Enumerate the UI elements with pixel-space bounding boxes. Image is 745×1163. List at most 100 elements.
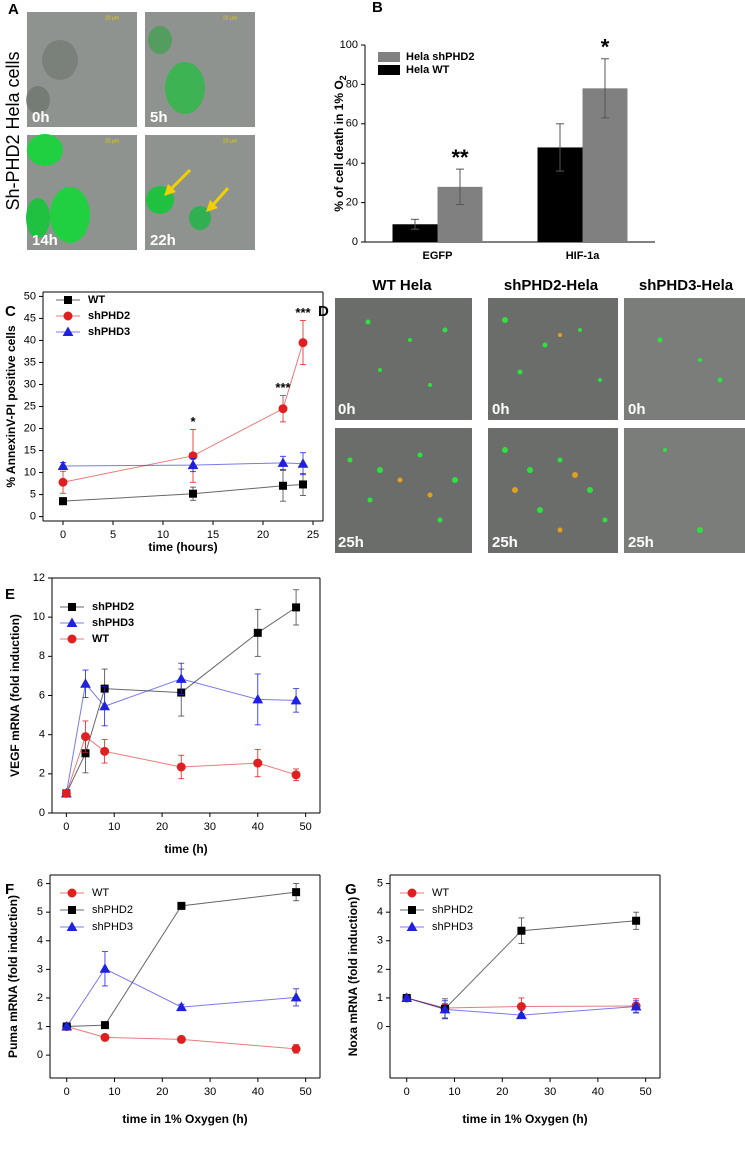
series-line [66, 891, 297, 1028]
cell [42, 40, 78, 80]
cell [148, 26, 172, 54]
series-line [62, 462, 304, 467]
y-tick-label: 35 [24, 356, 36, 368]
series-line [65, 606, 297, 794]
time-label: 25h [628, 534, 654, 551]
x-tick-label: HIF-1a [566, 250, 601, 262]
data-point [516, 1002, 526, 1012]
column-header: shPHD2-Hela [504, 277, 599, 294]
y-axis-label-text: VEGF mRNA (fold induction) [8, 614, 22, 777]
y-tick-label: 45 [24, 312, 36, 324]
data-point [175, 673, 187, 683]
x-tick-label: 40 [252, 1086, 264, 1098]
arrow [210, 187, 230, 207]
legend-label: shPHD3 [92, 921, 133, 933]
y-tick-label: 12 [33, 572, 45, 584]
time-label: 0h [338, 401, 356, 418]
y-axis-label: % AnnexinV-PI positive cells [4, 325, 18, 488]
y-tick-label: 2 [377, 963, 383, 975]
data-point [290, 991, 302, 1002]
y-tick-label: 4 [39, 729, 45, 741]
legend-label: Hela shPHD2 [406, 51, 474, 63]
data-point [176, 1034, 186, 1044]
y-tick-label: 5 [30, 488, 36, 500]
x-tick-label: 30 [204, 821, 216, 833]
y-axis-label-text: Puma mRNA (fold induction) [6, 895, 20, 1058]
legend-marker [67, 634, 77, 644]
data-point [59, 497, 67, 506]
legend-label: shPHD3 [432, 921, 473, 933]
y-axis-label: Noxa mRNA (fold induction) [346, 897, 360, 1057]
x-tick-label: 40 [592, 1086, 604, 1098]
data-point [61, 1021, 73, 1031]
annotation: * [190, 414, 196, 429]
data-point [291, 1044, 301, 1054]
micrograph [488, 428, 618, 553]
x-axis-label: time in 1% Oxygen (h) [122, 1112, 247, 1126]
y-axis-label-text: % AnnexinV-PI positive cells [4, 325, 18, 488]
legend-label: WT [92, 633, 109, 645]
legend-marker [66, 617, 78, 627]
data-point [58, 477, 68, 487]
y-tick-label: 5 [37, 906, 43, 918]
x-tick-label: 50 [300, 821, 312, 833]
panel-label: C [5, 303, 16, 320]
y-tick-label: 0 [39, 807, 45, 819]
legend-label: shPHD2 [432, 904, 473, 916]
y-tick-label: 2 [37, 992, 43, 1004]
x-tick-label: 5 [110, 529, 116, 541]
legend-marker [67, 888, 77, 898]
legend-label: shPHD2 [92, 601, 134, 613]
data-point [100, 1021, 109, 1030]
y-tick-label: 8 [39, 650, 45, 662]
y-tick-label: 2 [39, 768, 45, 780]
data-point [61, 788, 71, 798]
data-point [290, 694, 302, 705]
data-point [298, 338, 308, 348]
x-tick-label: 10 [108, 1086, 120, 1098]
y-tick-label: 20 [24, 422, 36, 434]
micrograph [335, 428, 472, 553]
side-label: Sh-PHD2 Hela cells [3, 51, 23, 210]
data-point [292, 603, 301, 612]
y-axis-label-subscript: 2 [338, 75, 348, 80]
x-tick-label: 10 [108, 821, 120, 833]
series-line [66, 1026, 297, 1050]
y-axis-label-text: % of cell death in 1% O [332, 80, 346, 211]
legend-marker [406, 921, 418, 931]
y-tick-label: 6 [37, 877, 43, 889]
panel-d-images: D WT Hela shPHD2-Hela shPHD3-Hela 0h 0h … [318, 277, 745, 553]
legend-label: WT [432, 887, 449, 899]
data-point [99, 700, 110, 711]
scale-label: 20 µm [105, 15, 119, 21]
time-label: 22h [150, 232, 176, 249]
time-label: 14h [32, 232, 58, 249]
y-tick-label: 20 [346, 197, 358, 209]
legend-label: shPHD3 [92, 617, 134, 629]
y-tick-label: 50 [24, 290, 36, 302]
x-tick-label: 30 [544, 1086, 556, 1098]
x-tick-label: 20 [257, 529, 269, 541]
data-point [517, 926, 526, 935]
data-point [278, 404, 288, 414]
x-tick-label: 20 [496, 1086, 508, 1098]
series-line [62, 342, 304, 483]
x-axis-label: time in 1% Oxygen (h) [462, 1112, 587, 1126]
legend-marker [62, 326, 74, 336]
x-tick-label: 50 [300, 1086, 312, 1098]
time-label: 5h [150, 109, 168, 126]
legend-marker [408, 906, 416, 914]
y-tick-label: 4 [377, 906, 383, 918]
column-header: shPHD3-Hela [639, 277, 734, 294]
legend-marker [66, 921, 78, 931]
annotation: ** [451, 145, 469, 170]
legend-swatch [378, 52, 400, 62]
y-tick-label: 0 [352, 236, 358, 248]
series-line [65, 678, 297, 794]
series-line [65, 735, 297, 794]
series-line [66, 968, 297, 1027]
data-point [277, 457, 289, 467]
cell [26, 198, 50, 238]
micrograph [624, 298, 745, 420]
panel-label: G [345, 881, 357, 898]
